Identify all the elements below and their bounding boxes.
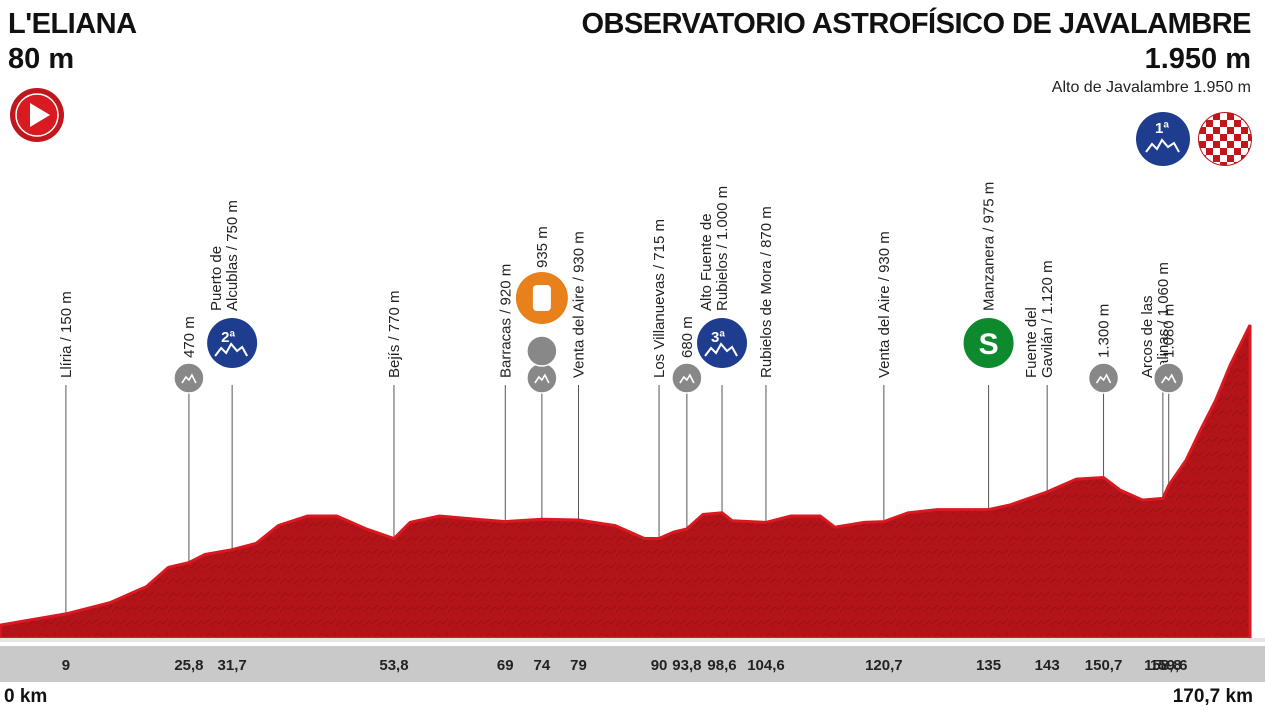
landmark-label: Arcos de lasSalinas / 1.060 m	[1139, 262, 1172, 378]
category-badge-label: 3ª	[711, 329, 725, 346]
start-town-name: L'ELIANA	[8, 8, 137, 40]
landmark-label-line: Puerto de	[208, 246, 225, 311]
x-tick-label: 53,8	[379, 657, 408, 674]
x-tick-label: 143	[1035, 657, 1060, 674]
landmark-label-line: Arcos de las	[1139, 295, 1156, 378]
landmark-label: Fuente delGavilán / 1.120 m	[1023, 260, 1056, 378]
landmark-label: Alto Fuente deRubielos / 1.000 m	[698, 186, 731, 311]
landmark-label: 935 m	[534, 226, 551, 268]
x-tick-label: 74	[534, 657, 551, 674]
x-tick-label: 98,6	[707, 657, 736, 674]
category-badge-label: 2ª	[221, 329, 235, 346]
category-3-icon	[697, 318, 748, 368]
elevation-profile-area	[0, 324, 1252, 640]
landmark-label-line: Gavilán / 1.120 m	[1039, 260, 1056, 378]
x-tick-label: 135	[976, 657, 1001, 674]
landmark-label-line: Salinas / 1.060 m	[1155, 262, 1172, 378]
landmark-label: Los Villanuevas / 715 m	[651, 219, 668, 378]
landmark-label: 1.080 m	[1161, 304, 1178, 358]
x-axis-start-label: 0 km	[4, 686, 48, 707]
mountain-glyph-icon	[1095, 373, 1112, 384]
x-tick-label: 25,8	[174, 657, 203, 674]
x-axis-baseline	[0, 638, 1265, 642]
landmark-label: Rubielos de Mora / 870 m	[758, 206, 775, 378]
mountain-glyph-icon	[679, 373, 695, 384]
svg-text:1ª: 1ª	[1155, 120, 1169, 137]
landmark-label: 470 m	[181, 316, 198, 358]
x-tick-label: 158,8	[1144, 657, 1182, 674]
finish-location-name: OBSERVATORIO ASTROFÍSICO DE JAVALAMBRE	[581, 8, 1251, 40]
point-icon	[173, 362, 205, 394]
x-tick-label: 90	[651, 657, 668, 674]
landmark-label: 680 m	[679, 316, 696, 358]
x-tick-label: 31,7	[218, 657, 247, 674]
checkered-flag-icon	[1198, 112, 1252, 166]
sprint-badge-label: S	[979, 328, 999, 361]
play-icon	[10, 88, 64, 142]
point-icon	[1152, 362, 1185, 394]
landmark-label: Venta del Aire / 930 m	[571, 231, 588, 378]
landmark-label-line: Alto Fuente de	[698, 213, 715, 311]
x-tick-label: 79	[570, 657, 587, 674]
point-icon	[526, 362, 558, 394]
x-tick-label: 159,6	[1150, 657, 1188, 674]
mountain-glyph-icon	[181, 373, 197, 384]
x-tick-label: 9	[62, 657, 70, 674]
mountain-glyph-icon	[1161, 373, 1177, 384]
x-axis-band	[0, 646, 1265, 682]
start-altitude: 80 m	[8, 43, 75, 75]
point-icon	[671, 362, 703, 394]
landmark-label-line: Rubielos / 1.000 m	[714, 186, 731, 311]
point-icon	[1087, 362, 1120, 394]
x-tick-label: 93,8	[672, 657, 701, 674]
landmark-label-line: Alcublas / 750 m	[224, 200, 241, 311]
x-tick-label: 104,6	[747, 657, 785, 674]
landmark-label: Llíria / 150 m	[58, 291, 75, 378]
x-tick-label: 69	[497, 657, 514, 674]
landmark-label-line: Fuente del	[1023, 307, 1040, 378]
landmark-label: Bejís / 770 m	[386, 290, 403, 378]
mountain-glyph-icon	[214, 342, 249, 357]
landmark-label: Puerto deAlcublas / 750 m	[208, 200, 241, 311]
bottle-icon	[532, 285, 551, 311]
mountain-glyph-icon	[704, 342, 738, 357]
landmark-label: Manzanera / 975 m	[981, 182, 998, 311]
category-2-icon	[207, 318, 258, 368]
point-icon	[526, 335, 558, 367]
landmark-label: Barracas / 920 m	[497, 264, 514, 378]
x-tick-label: 120,7	[865, 657, 903, 674]
summit-note: Alto de Javalambre 1.950 m	[1051, 79, 1251, 96]
category-1-icon: 1ª	[1136, 112, 1190, 166]
landmark-label: Venta del Aire / 930 m	[876, 231, 893, 378]
x-tick-label: 150,7	[1085, 657, 1123, 674]
mountain-glyph-icon	[534, 373, 550, 384]
sprint-icon	[961, 316, 1016, 370]
finish-altitude: 1.950 m	[1144, 43, 1251, 75]
landmark-label: 1.300 m	[1096, 304, 1113, 358]
x-axis-end-label: 170,7 km	[1172, 686, 1253, 707]
